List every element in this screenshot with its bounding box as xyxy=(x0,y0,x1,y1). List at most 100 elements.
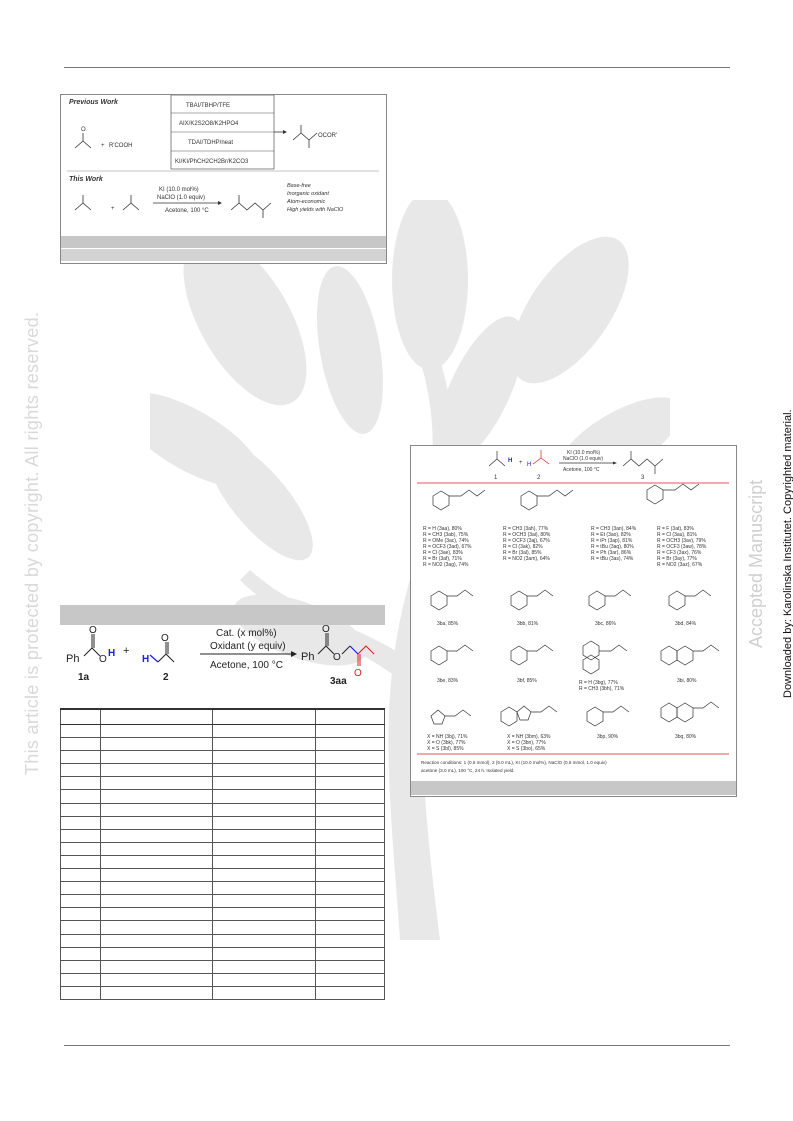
scheme1-svg: Previous Work O + R'COOH TBAI/TBHP/TFE A… xyxy=(67,95,379,218)
compound-2-label: 2 xyxy=(163,672,169,683)
s3-ortho-3: R = OCF3 (3ad), 67% xyxy=(423,544,472,550)
s3-cond-1: KI (10.0 mol%) xyxy=(567,450,600,456)
table-row xyxy=(59,854,385,870)
acid-h: H xyxy=(108,648,115,659)
compound-1a-label: 1a xyxy=(78,672,90,683)
s3-row2-2: 3bc, 86% xyxy=(595,621,616,627)
svg-text:+: + xyxy=(123,645,129,657)
svg-text:+: + xyxy=(111,206,115,212)
s3-row2-0: 3ba, 85% xyxy=(437,621,459,627)
ph-label-1: Ph xyxy=(66,653,79,665)
footer-rule xyxy=(64,1045,730,1046)
s3-para2-4: R = CF3 (3ax), 76% xyxy=(657,550,702,556)
table-row xyxy=(59,841,385,856)
s3-cond-3: Acetone, 100 °C xyxy=(563,467,600,473)
accepted-manuscript-label: Accepted Manuscript xyxy=(746,479,766,648)
reactant-acid: R'COOH xyxy=(109,143,132,149)
s3-row3-2: R = H (3bg), 77% xyxy=(579,680,618,686)
table-row xyxy=(59,868,385,883)
s3-meta-2: R = OCF3 (3aj), 67% xyxy=(503,538,550,544)
svg-text:H: H xyxy=(527,462,531,468)
svg-text:+: + xyxy=(519,460,523,466)
table-row xyxy=(59,815,385,830)
svg-text:O: O xyxy=(81,127,86,133)
s3-para1-1: R = Et (3ao), 82% xyxy=(591,532,631,538)
product-prev: OCOR' xyxy=(318,133,337,139)
table-row xyxy=(59,723,385,739)
cond-prev-3: TDAI/TDHP/neat xyxy=(188,140,233,146)
feature-4: High yields with NaClO xyxy=(287,207,344,213)
table-header-row xyxy=(59,708,385,725)
s3-row2-3: 3bd, 84% xyxy=(675,621,697,627)
svg-text:O: O xyxy=(161,633,169,644)
s3-row4d: 3bq, 80% xyxy=(675,734,697,740)
this-work-label: This Work xyxy=(69,176,104,183)
s3-meta-1: R = OCH3 (3ai), 80% xyxy=(503,532,551,538)
s3-cond-2: NaClO (1.0 equiv) xyxy=(563,456,603,462)
copyright-notice: This article is protected by copyright. … xyxy=(22,311,42,775)
s3-row3-3: R = CH3 (3bh), 71% xyxy=(579,686,625,692)
s3-num-2: 2 xyxy=(537,475,541,481)
s3-row4b-2: X = S (3bo), 65% xyxy=(507,746,546,752)
ph-label-2: Ph xyxy=(301,651,314,663)
cond-oxidant: Oxidant (y equiv) xyxy=(210,641,286,652)
s3-row3-0: 3be, 83% xyxy=(437,678,459,684)
table-row xyxy=(59,763,385,778)
s3-para1-2: R = iPr (3ap), 81% xyxy=(591,538,633,544)
s3-para1-0: R = CH3 (3an), 84% xyxy=(591,526,637,532)
s3-ortho-5: R = Br (3af), 71% xyxy=(423,556,462,562)
table-row xyxy=(59,828,385,843)
compound-3aa-label: 3aa xyxy=(330,676,347,687)
s3-row4b-1: X = O (3bn), 77% xyxy=(507,740,546,746)
table1-reaction-scheme: Ph O O H 1a + H O 2 Cat. (x mol%) Oxidan… xyxy=(66,624,375,687)
table-row xyxy=(59,802,385,817)
s3-num-3: 3 xyxy=(641,475,645,481)
s3-meta-3: R = Cl (3ak), 82% xyxy=(503,544,543,550)
cond-solvent: Acetone, 100 °C xyxy=(210,660,283,671)
table-row xyxy=(59,972,385,987)
s3-ortho-1: R = CH3 (3ab), 75% xyxy=(423,532,469,538)
s3-para2-6: R = NO2 (3az), 67% xyxy=(657,562,703,568)
s3-para2-1: R = Cl (3au), 81% xyxy=(657,532,697,538)
s3-para2-3: R = OCF3 (3aw), 78% xyxy=(657,544,707,550)
s3-para1-3: R = tBu (3aq), 80% xyxy=(591,544,634,550)
s3-row3-4: 3bi, 80% xyxy=(677,678,697,684)
ketone-o: O xyxy=(354,668,362,679)
scheme3-svg: H + H KI (10.0 mol%) NaClO (1.0 equiv) A… xyxy=(417,450,729,773)
scheme1-caption-band xyxy=(61,236,386,248)
table-row xyxy=(59,985,385,1000)
previous-work-label: Previous Work xyxy=(69,99,119,106)
s3-para2-2: R = OCH3 (3av), 79% xyxy=(657,538,706,544)
feature-3: Atom-economic xyxy=(286,199,325,205)
scheme3-figure: H + H KI (10.0 mol%) NaClO (1.0 equiv) A… xyxy=(410,445,737,797)
s3-footnote-2: acetone (3.0 mL), 100 °C, 24 h. Isolated… xyxy=(421,768,515,773)
s3-num-1: 1 xyxy=(494,475,498,481)
s3-row4b-0: X = NH (3bm), 63% xyxy=(507,734,551,740)
scheme3-caption-band xyxy=(411,781,736,795)
header-rule xyxy=(64,67,730,68)
table1-caption-band xyxy=(60,605,385,625)
cond-prev-1: TBAI/TBHP/TFE xyxy=(186,103,230,109)
table-row xyxy=(59,737,385,752)
s3-para2-0: R = F (3at), 83% xyxy=(657,526,694,532)
s3-ortho-6: R = NO2 (3ag), 74% xyxy=(423,562,469,568)
s3-row4a-2: X = S (3bl), 85% xyxy=(427,746,464,752)
table-row xyxy=(59,907,385,922)
s3-para2-5: R = Br (3ay), 77% xyxy=(657,556,697,562)
s3-meta-5: R = NO2 (3am), 64% xyxy=(503,556,550,562)
acetone-h: H xyxy=(142,654,149,665)
s3-ortho-4: R = Cl (3ae), 83% xyxy=(423,550,463,556)
ester-o: O xyxy=(333,652,341,663)
download-notice: Downloaded by: Karolinska Institutet. Co… xyxy=(782,409,793,698)
svg-text:O: O xyxy=(89,625,97,636)
table-row xyxy=(59,933,385,948)
cond-prev-2: AIX/K2S2O8/K2HPO4 xyxy=(179,121,239,127)
cond-this-3: Acetone, 100 °C xyxy=(165,208,209,214)
svg-text:O: O xyxy=(322,624,330,635)
scheme1-caption-band-2 xyxy=(61,249,386,261)
s3-row4a-0: X = NH (3bj), 71% xyxy=(427,734,468,740)
scheme1-figure: Previous Work O + R'COOH TBAI/TBHP/TFE A… xyxy=(60,94,387,264)
cond-this-2: NaClO (1.0 equiv) xyxy=(157,195,205,201)
s3-meta-0: R = CH3 (3ah), 77% xyxy=(503,526,549,532)
table-row xyxy=(59,789,385,804)
